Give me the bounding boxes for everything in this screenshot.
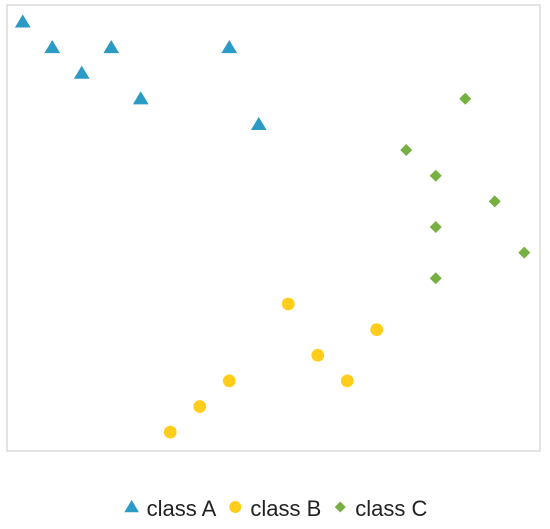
point-class-B-2 — [311, 348, 325, 362]
point-class-A-0 — [14, 14, 31, 28]
legend-marker-class-C — [334, 501, 346, 513]
legend-marker-class-A — [124, 500, 139, 513]
legend-label-class-A: class A — [147, 496, 217, 521]
legend-label-class-B: class B — [250, 496, 321, 521]
point-class-C-6 — [429, 272, 442, 285]
point-class-C-2 — [429, 169, 442, 182]
point-class-C-3 — [488, 195, 501, 208]
point-class-B-5 — [193, 400, 207, 413]
point-class-C-0 — [459, 92, 472, 105]
data-points — [14, 14, 531, 439]
legend-marker-class-B — [229, 501, 242, 513]
point-class-B-1 — [370, 323, 384, 336]
point-class-A-4 — [73, 65, 90, 79]
plot-area-frame — [6, 4, 541, 452]
point-class-C-1 — [400, 144, 413, 157]
point-class-A-2 — [103, 39, 120, 54]
point-class-B-6 — [163, 425, 177, 439]
point-class-C-4 — [429, 221, 442, 233]
point-class-A-3 — [221, 39, 238, 54]
point-class-B-0 — [281, 297, 295, 311]
point-class-B-4 — [340, 374, 354, 388]
point-class-A-6 — [250, 116, 267, 131]
point-class-B-3 — [222, 374, 236, 388]
point-class-A-1 — [44, 39, 61, 54]
legend-label-class-C: class C — [355, 496, 427, 521]
point-class-C-5 — [518, 246, 531, 259]
legend: class A class B class C — [124, 496, 427, 521]
point-class-A-5 — [132, 91, 149, 105]
